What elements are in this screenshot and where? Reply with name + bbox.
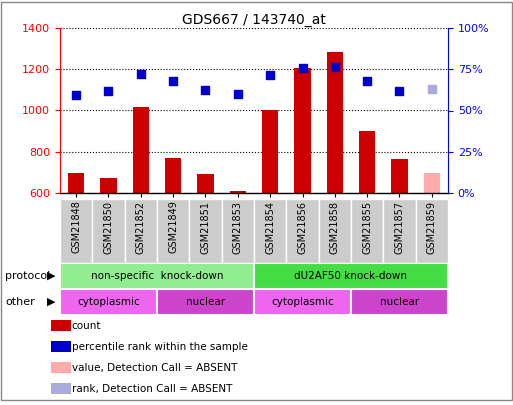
Bar bbox=[51, 320, 71, 331]
Text: GSM21853: GSM21853 bbox=[233, 200, 243, 254]
Text: GSM21856: GSM21856 bbox=[298, 200, 307, 254]
Point bbox=[105, 87, 113, 94]
Point bbox=[396, 87, 404, 94]
Text: count: count bbox=[72, 321, 102, 330]
Bar bbox=[416, 198, 448, 263]
Bar bbox=[391, 159, 408, 193]
Bar bbox=[133, 107, 149, 193]
Bar bbox=[230, 191, 246, 193]
Point bbox=[363, 77, 371, 84]
Text: value, Detection Call = ABSENT: value, Detection Call = ABSENT bbox=[72, 363, 237, 373]
Text: GSM21848: GSM21848 bbox=[71, 200, 81, 254]
Text: GSM21857: GSM21857 bbox=[394, 200, 404, 254]
Text: cytoplasmic: cytoplasmic bbox=[271, 297, 334, 307]
Bar bbox=[294, 68, 310, 193]
Bar bbox=[60, 198, 92, 263]
Text: nuclear: nuclear bbox=[186, 297, 225, 307]
Bar bbox=[254, 198, 286, 263]
Bar bbox=[254, 289, 351, 315]
Bar bbox=[319, 198, 351, 263]
Bar bbox=[359, 131, 375, 193]
Point bbox=[266, 72, 274, 79]
Text: cytoplasmic: cytoplasmic bbox=[77, 297, 140, 307]
Bar bbox=[286, 198, 319, 263]
Bar bbox=[60, 263, 254, 289]
Text: GSM21854: GSM21854 bbox=[265, 200, 275, 254]
Bar bbox=[157, 289, 254, 315]
Bar bbox=[327, 52, 343, 193]
Bar bbox=[189, 198, 222, 263]
Text: GSM21850: GSM21850 bbox=[104, 200, 113, 254]
Text: GSM21859: GSM21859 bbox=[427, 200, 437, 254]
Text: GSM21851: GSM21851 bbox=[201, 200, 210, 254]
Text: ▶: ▶ bbox=[47, 297, 56, 307]
Bar bbox=[60, 289, 157, 315]
Bar bbox=[222, 198, 254, 263]
Point bbox=[428, 85, 436, 92]
Point bbox=[331, 64, 339, 70]
Text: rank, Detection Call = ABSENT: rank, Detection Call = ABSENT bbox=[72, 384, 232, 394]
Point bbox=[299, 65, 307, 71]
Text: percentile rank within the sample: percentile rank within the sample bbox=[72, 342, 248, 352]
Bar bbox=[254, 263, 448, 289]
Point bbox=[202, 87, 210, 93]
Point bbox=[72, 92, 80, 98]
Bar bbox=[125, 198, 157, 263]
Title: GDS667 / 143740_at: GDS667 / 143740_at bbox=[182, 13, 326, 27]
Bar bbox=[198, 175, 213, 193]
Text: ▶: ▶ bbox=[47, 271, 56, 281]
Bar bbox=[165, 158, 181, 193]
Bar bbox=[351, 198, 383, 263]
Bar bbox=[101, 178, 116, 193]
Point bbox=[137, 71, 145, 78]
Point bbox=[169, 77, 177, 84]
Text: other: other bbox=[5, 297, 35, 307]
Bar bbox=[51, 384, 71, 394]
Bar bbox=[68, 173, 84, 193]
Bar bbox=[351, 289, 448, 315]
Text: GSM21855: GSM21855 bbox=[362, 200, 372, 254]
Text: protocol: protocol bbox=[5, 271, 50, 281]
Text: nuclear: nuclear bbox=[380, 297, 419, 307]
Text: GSM21852: GSM21852 bbox=[136, 200, 146, 254]
Text: dU2AF50 knock-down: dU2AF50 knock-down bbox=[294, 271, 407, 281]
Point bbox=[234, 91, 242, 97]
Bar bbox=[51, 341, 71, 352]
Bar bbox=[262, 110, 278, 193]
Bar bbox=[424, 173, 440, 193]
Text: GSM21858: GSM21858 bbox=[330, 200, 340, 254]
Text: GSM21849: GSM21849 bbox=[168, 200, 178, 254]
Bar bbox=[92, 198, 125, 263]
Bar bbox=[383, 198, 416, 263]
Bar bbox=[157, 198, 189, 263]
Bar bbox=[51, 362, 71, 373]
Text: non-specific  knock-down: non-specific knock-down bbox=[91, 271, 223, 281]
